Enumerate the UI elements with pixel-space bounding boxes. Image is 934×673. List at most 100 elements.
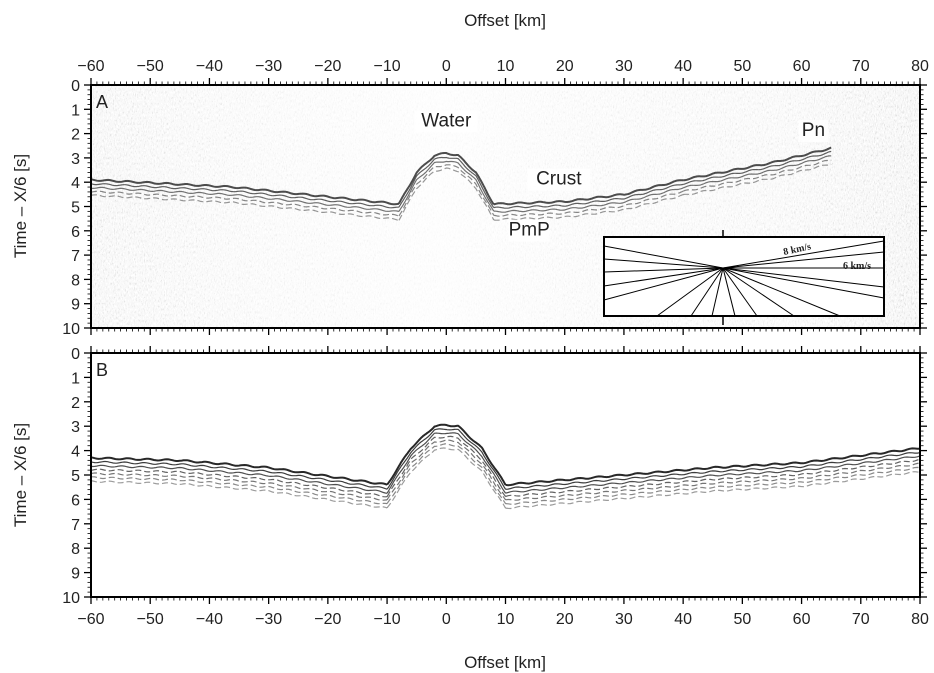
x-tick-label: −10 — [374, 611, 401, 628]
annotation-backdrop — [414, 110, 478, 133]
arrival-crust-right-wavelet — [493, 190, 684, 217]
inset-ray — [603, 245, 724, 269]
annotation-backdrop — [508, 219, 550, 242]
arrival-crust-left-wavelet — [91, 480, 388, 509]
inset-ray — [722, 240, 885, 269]
arrival-water-wavelet — [386, 435, 506, 497]
arrival-crust-right-wavelet — [505, 447, 920, 487]
arrival-crust-left-wavelet — [91, 186, 400, 212]
x-tick-label: −40 — [196, 611, 223, 628]
x-tick-label: 70 — [852, 58, 870, 75]
x-tick-label: 70 — [852, 611, 870, 628]
arrival-crust-right-wavelet — [505, 471, 920, 510]
x-tick-label: 40 — [674, 58, 692, 75]
arrival-crust-left-wavelet — [91, 468, 388, 498]
arrival-crust-right-wavelet — [505, 458, 920, 498]
inset-ray — [603, 267, 724, 287]
arrival-crust-right-wavelet — [493, 187, 684, 213]
inset-ray — [690, 267, 724, 317]
panel-a-label: A — [96, 92, 108, 112]
y-tick-label: 1 — [71, 102, 80, 119]
bottom-xlabel: Offset [km] — [464, 653, 546, 672]
arrival-Pn-wavelet — [682, 150, 832, 185]
arrival-water-wavelet — [386, 439, 507, 501]
x-tick-label: 30 — [615, 611, 633, 628]
x-tick-label: −60 — [77, 58, 104, 75]
annotation-backdrop — [798, 120, 829, 143]
x-tick-label: −30 — [255, 58, 282, 75]
y-tick-label: 4 — [71, 444, 80, 461]
arrival-crust-right-wavelet — [493, 183, 684, 209]
panel-a-arrivals — [91, 146, 832, 221]
x-tick-label: 40 — [674, 611, 692, 628]
inset-ray — [603, 267, 724, 273]
x-tick-label: 20 — [556, 611, 574, 628]
x-tick-label: −40 — [196, 58, 223, 75]
y-tick-label: 7 — [71, 248, 80, 265]
y-tick-label: 1 — [71, 370, 80, 387]
y-tick-label: 8 — [71, 541, 80, 558]
y-tick-label: 2 — [71, 395, 80, 412]
inset-ray — [711, 267, 724, 317]
panel-b-ticks: −60 −50 −40 −30 −20 −10 0 10 20 30 40 50 60 70 80 0 1 2 3 4… — [62, 346, 929, 628]
x-tick-label: 50 — [733, 58, 751, 75]
panel-b: −60 −50 −40 −30 −20 −10 0 10 20 30 40 50 60 70 80 0 1 2 3 4… — [62, 346, 929, 628]
top-xlabel: Offset [km] — [464, 11, 546, 30]
arrival-crust-right-wavelet — [505, 462, 920, 501]
annotation-pmp: PmP — [509, 220, 550, 241]
annotation-backdrop — [527, 168, 591, 191]
y-tick-label: 3 — [71, 151, 80, 168]
ylabel-a: Time – X/6 [s] — [11, 154, 30, 258]
arrival-water-wavelet — [386, 423, 507, 486]
panel-a-annotations: Water Crust Pn PmP — [414, 110, 829, 242]
arrival-crust-left-wavelet — [91, 190, 400, 217]
arrival-crust-left-wavelet — [91, 476, 388, 505]
y-tick-label: 5 — [71, 200, 80, 217]
panel-b-label: B — [96, 360, 108, 380]
panel-b-arrivals — [91, 423, 920, 510]
arrival-water-wavelet — [386, 432, 507, 494]
y-tick-label: 10 — [62, 590, 80, 607]
x-tick-label: 80 — [911, 58, 929, 75]
x-tick-label: −50 — [137, 58, 164, 75]
x-tick-label: −50 — [137, 611, 164, 628]
inset-ray — [722, 267, 841, 317]
arrival-water-wavelet — [386, 443, 507, 504]
inset-rays — [603, 240, 885, 317]
arrival-Pn-wavelet — [683, 146, 832, 182]
x-tick-label: 0 — [442, 58, 451, 75]
arrival-crust-left-wavelet — [91, 460, 388, 490]
arrival-crust-right-wavelet — [493, 194, 684, 221]
y-tick-label: 5 — [71, 468, 80, 485]
arrival-water-wavelet — [398, 160, 495, 212]
y-tick-label: 9 — [71, 297, 80, 314]
inset-ray — [722, 267, 885, 299]
y-tick-label: 2 — [71, 127, 80, 144]
x-tick-label: 0 — [442, 611, 451, 628]
arrival-Pn-wavelet — [682, 163, 832, 196]
x-tick-label: 10 — [497, 611, 515, 628]
ylabel-b: Time – X/6 [s] — [11, 423, 30, 527]
y-tick-label: 6 — [71, 224, 80, 241]
arrival-water-wavelet — [386, 428, 507, 490]
x-tick-label: 30 — [615, 58, 633, 75]
velocity-inset: 8 km/s 6 km/s — [603, 230, 885, 325]
arrival-crust-left-wavelet — [91, 178, 400, 206]
arrival-crust-left-wavelet — [91, 194, 400, 221]
x-tick-label: −60 — [77, 611, 104, 628]
inset-ray — [656, 267, 724, 317]
arrival-water-wavelet — [386, 447, 507, 509]
x-tick-label: −10 — [374, 58, 401, 75]
annotation-water: Water — [421, 110, 472, 131]
inset-ray — [722, 267, 885, 288]
x-tick-label: 60 — [793, 611, 811, 628]
y-tick-label: 4 — [71, 175, 80, 192]
arrival-crust-right-wavelet — [505, 452, 920, 490]
y-tick-label: 0 — [71, 346, 80, 363]
x-tick-label: 10 — [497, 58, 515, 75]
y-tick-label: 3 — [71, 419, 80, 436]
arrival-crust-left-wavelet — [91, 183, 399, 209]
inset-ray — [603, 267, 724, 301]
x-tick-label: −20 — [314, 58, 341, 75]
